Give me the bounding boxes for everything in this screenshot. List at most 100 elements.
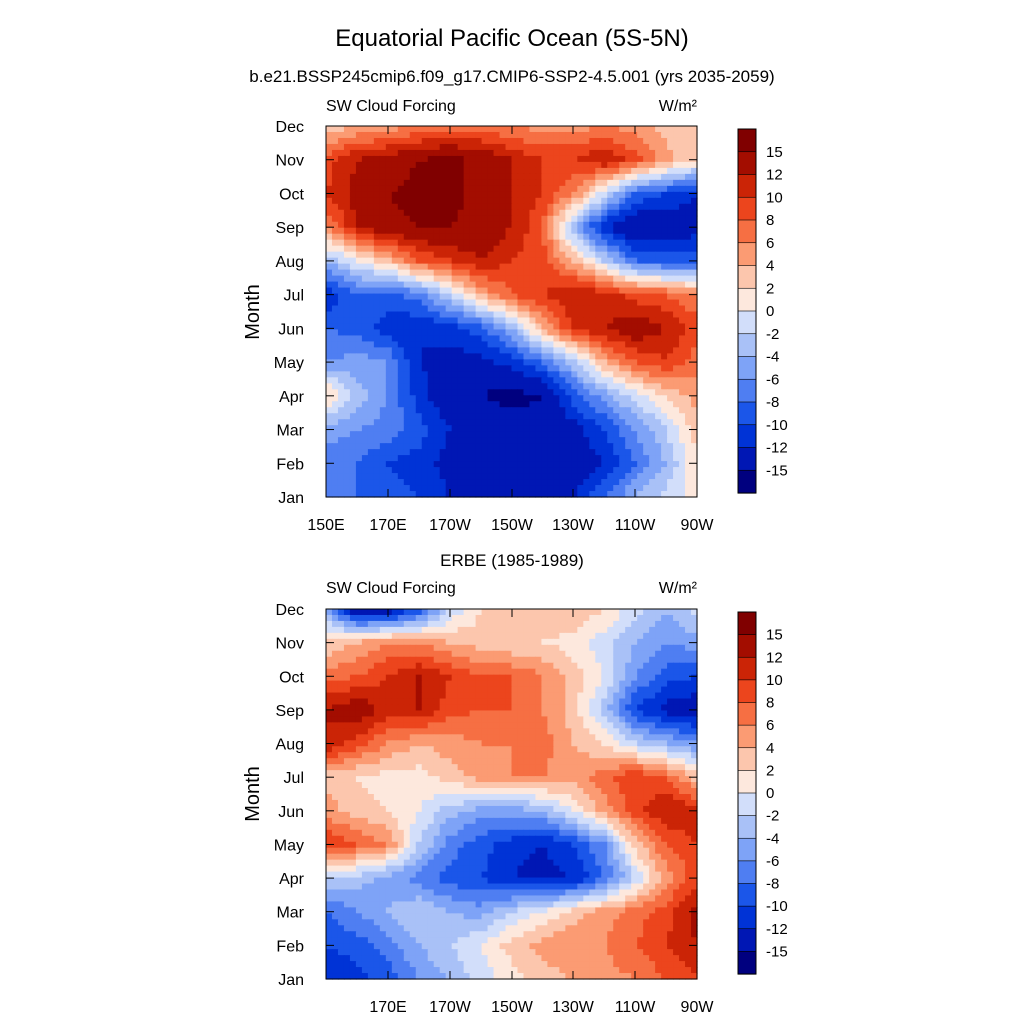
heatmap-cell <box>427 203 435 211</box>
heatmap-cell <box>367 680 375 688</box>
heatmap-cell <box>637 449 644 456</box>
heatmap-cell <box>331 233 339 241</box>
heatmap-cell <box>661 632 668 640</box>
heatmap-cell <box>655 650 662 658</box>
heatmap-cell <box>349 698 357 706</box>
heatmap-cell <box>331 620 339 628</box>
heatmap-cell <box>355 233 363 241</box>
heatmap-cell <box>559 221 566 229</box>
heatmap-cell <box>349 401 357 408</box>
heatmap-cell <box>661 395 668 402</box>
heatmap-cell <box>565 473 572 480</box>
heatmap-cell <box>685 638 692 646</box>
heatmap-cell <box>667 704 674 712</box>
heatmap-cell <box>595 698 602 706</box>
heatmap-cell <box>571 263 578 271</box>
heatmap-cell <box>517 662 525 670</box>
heatmap-cell <box>637 407 644 414</box>
heatmap-cell <box>601 383 608 390</box>
heatmap-cell <box>691 485 698 492</box>
heatmap-cell <box>326 173 333 181</box>
heatmap-cell <box>505 407 513 414</box>
heatmap-cell <box>691 461 698 468</box>
heatmap-cell <box>355 131 363 139</box>
heatmap-cell <box>403 371 411 378</box>
heatmap-cell <box>499 632 507 640</box>
heatmap-cell <box>649 149 656 157</box>
heatmap-cell <box>637 347 644 354</box>
heatmap-cell <box>535 650 543 658</box>
heatmap-cell <box>673 425 680 432</box>
heatmap-cell <box>679 698 686 706</box>
heatmap-cell <box>499 620 507 628</box>
heatmap-cell <box>355 371 363 378</box>
heatmap-cell <box>415 371 423 378</box>
heatmap-cell <box>433 419 441 426</box>
heatmap-cell <box>385 263 393 271</box>
heatmap-cell <box>535 311 543 319</box>
heatmap-cell <box>355 443 363 450</box>
heatmap-cell <box>529 179 537 187</box>
heatmap-cell <box>457 335 465 343</box>
heatmap-cell <box>541 269 548 277</box>
heatmap-cell <box>559 455 566 462</box>
heatmap-cell <box>385 227 393 235</box>
heatmap-cell <box>463 443 471 450</box>
heatmap-cell <box>691 233 698 241</box>
heatmap-cell <box>343 686 351 694</box>
heatmap-cell <box>565 425 572 432</box>
heatmap-cell <box>511 341 519 348</box>
heatmap-cell <box>529 371 537 378</box>
heatmap-cell <box>691 167 698 175</box>
heatmap-cell <box>595 149 602 157</box>
heatmap-cell <box>505 305 513 313</box>
heatmap-cell <box>565 632 572 640</box>
heatmap-cell <box>589 293 596 301</box>
heatmap-cell <box>511 644 519 652</box>
heatmap-cell <box>493 233 501 241</box>
heatmap-cell <box>349 185 357 193</box>
heatmap-cell <box>403 413 411 420</box>
heatmap-cell <box>427 161 435 169</box>
heatmap-cell <box>361 425 369 432</box>
heatmap-cell <box>667 680 674 688</box>
heatmap-cell <box>571 233 578 241</box>
heatmap-cell <box>343 479 351 486</box>
heatmap-cell <box>631 179 638 187</box>
heatmap-cell <box>337 221 345 229</box>
heatmap-cell <box>517 341 525 348</box>
heatmap-cell <box>475 161 483 169</box>
heatmap-cell <box>326 137 333 145</box>
heatmap-cell <box>445 287 453 295</box>
heatmap-cell <box>547 467 554 474</box>
heatmap-cell <box>529 479 537 486</box>
heatmap-cell <box>463 155 471 163</box>
heatmap-cell <box>403 209 411 217</box>
heatmap-cell <box>385 287 393 295</box>
heatmap-cell <box>673 143 680 151</box>
heatmap-cell <box>475 620 483 628</box>
heatmap-cell <box>559 167 566 175</box>
heatmap-cell <box>487 419 495 426</box>
heatmap-cell <box>583 209 590 217</box>
heatmap-cell <box>463 197 471 205</box>
heatmap-cell <box>613 161 620 169</box>
heatmap-cell <box>445 650 453 658</box>
heatmap-cell <box>685 365 692 372</box>
heatmap-cell <box>379 365 387 372</box>
heatmap-cell <box>439 185 447 193</box>
heatmap-cell <box>577 698 584 706</box>
heatmap-cell <box>685 437 692 444</box>
heatmap-cell <box>601 680 608 688</box>
heatmap-cell <box>511 407 519 414</box>
heatmap-cell <box>457 686 465 694</box>
heatmap-cell <box>565 335 572 343</box>
heatmap-cell <box>643 137 650 145</box>
heatmap-cell <box>409 275 417 283</box>
heatmap-cell <box>451 179 459 187</box>
heatmap-cell <box>553 311 560 319</box>
heatmap-cell <box>331 632 339 640</box>
heatmap-cell <box>577 257 584 265</box>
heatmap-cell <box>379 167 387 175</box>
heatmap-cell <box>326 341 333 348</box>
